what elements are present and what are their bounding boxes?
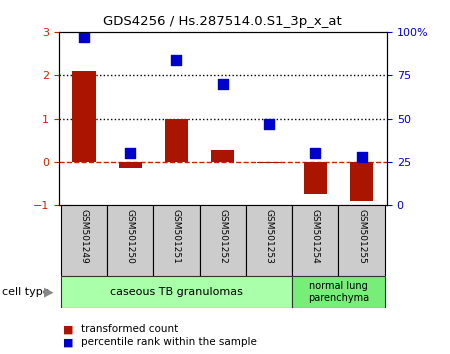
Text: GSM501252: GSM501252 bbox=[218, 209, 227, 264]
Bar bbox=[107, 205, 153, 276]
Text: transformed count: transformed count bbox=[81, 324, 178, 334]
Bar bbox=[292, 276, 385, 308]
Bar bbox=[153, 205, 200, 276]
Text: ■: ■ bbox=[63, 324, 73, 334]
Point bbox=[219, 81, 226, 87]
Text: GSM501254: GSM501254 bbox=[311, 209, 320, 264]
Title: GDS4256 / Hs.287514.0.S1_3p_x_at: GDS4256 / Hs.287514.0.S1_3p_x_at bbox=[104, 15, 342, 28]
Bar bbox=[246, 205, 292, 276]
Bar bbox=[72, 71, 95, 162]
Text: GSM501255: GSM501255 bbox=[357, 209, 366, 264]
Bar bbox=[119, 162, 142, 169]
Bar bbox=[61, 276, 292, 308]
Point bbox=[358, 154, 365, 160]
Bar bbox=[165, 119, 188, 162]
Bar bbox=[304, 162, 327, 194]
Point bbox=[81, 34, 88, 40]
Bar bbox=[200, 205, 246, 276]
Text: GSM501251: GSM501251 bbox=[172, 209, 181, 264]
Text: GSM501249: GSM501249 bbox=[80, 209, 89, 264]
Text: caseous TB granulomas: caseous TB granulomas bbox=[110, 287, 243, 297]
Bar bbox=[61, 205, 107, 276]
Bar bbox=[292, 205, 338, 276]
Bar bbox=[257, 162, 281, 163]
Point bbox=[312, 150, 319, 156]
Bar bbox=[211, 150, 234, 162]
Point bbox=[266, 121, 273, 127]
Text: GSM501253: GSM501253 bbox=[265, 209, 274, 264]
Text: percentile rank within the sample: percentile rank within the sample bbox=[81, 337, 257, 347]
Text: normal lung
parenchyma: normal lung parenchyma bbox=[308, 281, 369, 303]
Point bbox=[126, 150, 134, 156]
Text: ▶: ▶ bbox=[44, 286, 54, 298]
Text: GSM501250: GSM501250 bbox=[126, 209, 135, 264]
Bar bbox=[350, 162, 373, 201]
Text: cell type: cell type bbox=[2, 287, 50, 297]
Bar bbox=[338, 205, 385, 276]
Point bbox=[173, 57, 180, 62]
Text: ■: ■ bbox=[63, 337, 73, 347]
